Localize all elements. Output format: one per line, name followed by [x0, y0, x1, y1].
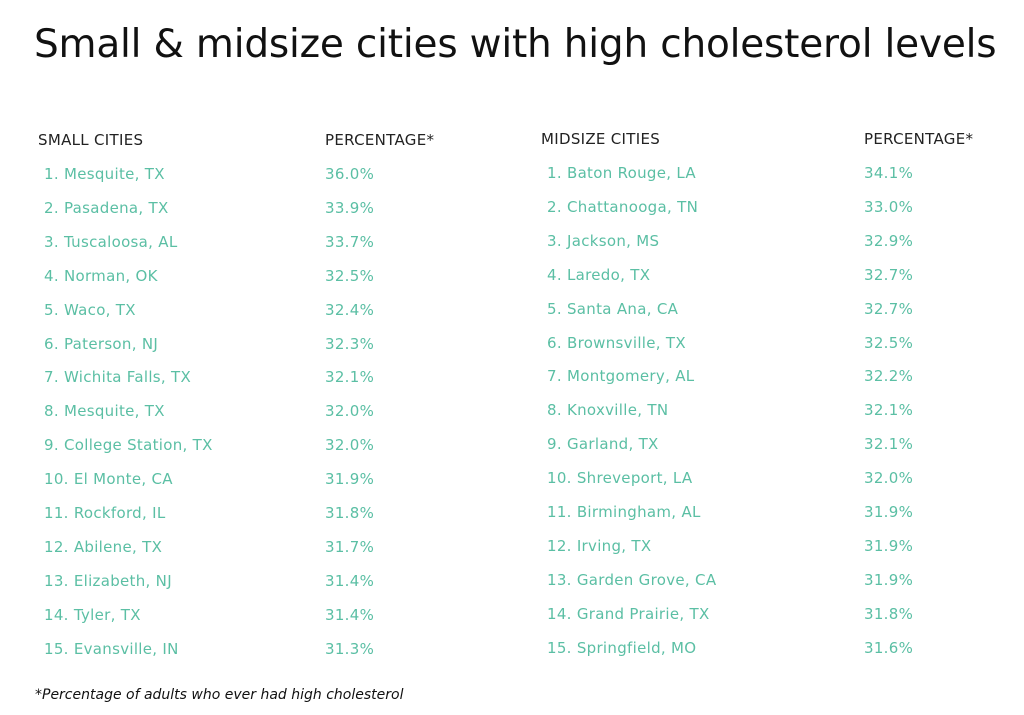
midsize-city-name: 7. Montgomery, AL [547, 367, 695, 386]
small-city-percentage: 31.4% [325, 605, 375, 624]
midsize-city-percentage: 32.1% [864, 401, 914, 420]
small-city-name: 5. Waco, TX [44, 300, 136, 319]
midsize-city-name: 2. Chattanooga, TN [547, 197, 699, 216]
midsize-city-percentage: 32.7% [864, 299, 914, 318]
small-city-percentage: 32.0% [325, 402, 375, 421]
midsize-cities-header: MIDSIZE CITIES [541, 130, 661, 148]
midsize-city-name: 6. Brownsville, TX [547, 333, 686, 352]
midsize-city-name: 5. Santa Ana, CA [547, 299, 679, 318]
small-city-name: 2. Pasadena, TX [44, 198, 169, 217]
small-city-percentage: 33.7% [325, 232, 375, 251]
midsize-percentage-header: PERCENTAGE* [864, 130, 974, 148]
midsize-city-percentage: 32.2% [864, 367, 914, 386]
small-city-name: 7. Wichita Falls, TX [44, 368, 192, 387]
small-city-name: 1. Mesquite, TX [44, 165, 165, 183]
midsize-city-name: 8. Knoxville, TN [547, 401, 669, 420]
small-city-name: 3. Tuscaloosa, AL [44, 232, 178, 251]
small-city-name: 15. Evansville, IN [44, 639, 179, 658]
small-city-name: 4. Norman, OK [44, 266, 158, 285]
midsize-city-name: 1. Baton Rouge, LA [547, 164, 696, 182]
chart-title: Small & midsize cities with high cholest… [34, 22, 997, 67]
midsize-city-name: 11. Birmingham, AL [547, 503, 701, 521]
small-city-name: 11. Rockford, IL [44, 504, 166, 522]
small-city-name: 10. El Monte, CA [44, 470, 173, 489]
small-city-percentage: 31.7% [325, 537, 375, 556]
midsize-city-percentage: 32.9% [864, 231, 914, 250]
small-city-name: 12. Abilene, TX [44, 537, 163, 556]
small-city-name: 6. Paterson, NJ [44, 334, 159, 353]
small-city-percentage: 32.4% [325, 300, 375, 319]
midsize-city-percentage: 31.9% [864, 570, 914, 589]
small-city-percentage: 31.3% [325, 639, 375, 658]
midsize-city-percentage: 31.8% [864, 604, 914, 623]
midsize-city-name: 9. Garland, TX [547, 435, 659, 454]
midsize-city-name: 13. Garden Grove, CA [547, 570, 717, 589]
midsize-city-name: 12. Irving, TX [547, 536, 652, 555]
midsize-city-name: 14. Grand Prairie, TX [547, 604, 710, 623]
small-city-name: 8. Mesquite, TX [44, 402, 165, 421]
midsize-city-percentage: 33.0% [864, 197, 914, 216]
small-city-percentage: 31.4% [325, 571, 375, 590]
small-city-percentage: 31.9% [325, 470, 375, 489]
midsize-city-percentage: 32.5% [864, 333, 914, 352]
midsize-city-name: 4. Laredo, TX [547, 265, 651, 284]
midsize-city-name: 3. Jackson, MS [547, 231, 660, 250]
small-city-percentage: 33.9% [325, 198, 375, 217]
small-city-percentage: 31.8% [325, 504, 375, 522]
small-city-percentage: 32.5% [325, 266, 375, 285]
footnote: *Percentage of adults who ever had high … [35, 687, 404, 703]
small-percentage-header: PERCENTAGE* [325, 131, 435, 149]
midsize-city-percentage: 32.1% [864, 435, 914, 454]
midsize-city-percentage: 31.9% [864, 536, 914, 555]
midsize-city-name: 10. Shreveport, LA [547, 469, 693, 488]
small-city-name: 9. College Station, TX [44, 436, 213, 455]
small-city-name: 14. Tyler, TX [44, 605, 141, 624]
midsize-city-percentage: 31.9% [864, 503, 914, 521]
small-city-percentage: 32.3% [325, 334, 375, 353]
midsize-city-percentage: 32.0% [864, 469, 914, 488]
small-city-percentage: 36.0% [325, 165, 375, 183]
midsize-city-percentage: 31.6% [864, 638, 914, 657]
small-city-percentage: 32.1% [325, 368, 375, 387]
small-city-percentage: 32.0% [325, 436, 375, 455]
midsize-city-percentage: 32.7% [864, 265, 914, 284]
midsize-city-percentage: 34.1% [864, 164, 914, 182]
small-city-name: 13. Elizabeth, NJ [44, 571, 172, 590]
midsize-city-name: 15. Springfield, MO [547, 638, 697, 657]
small-cities-header: SMALL CITIES [38, 131, 144, 149]
